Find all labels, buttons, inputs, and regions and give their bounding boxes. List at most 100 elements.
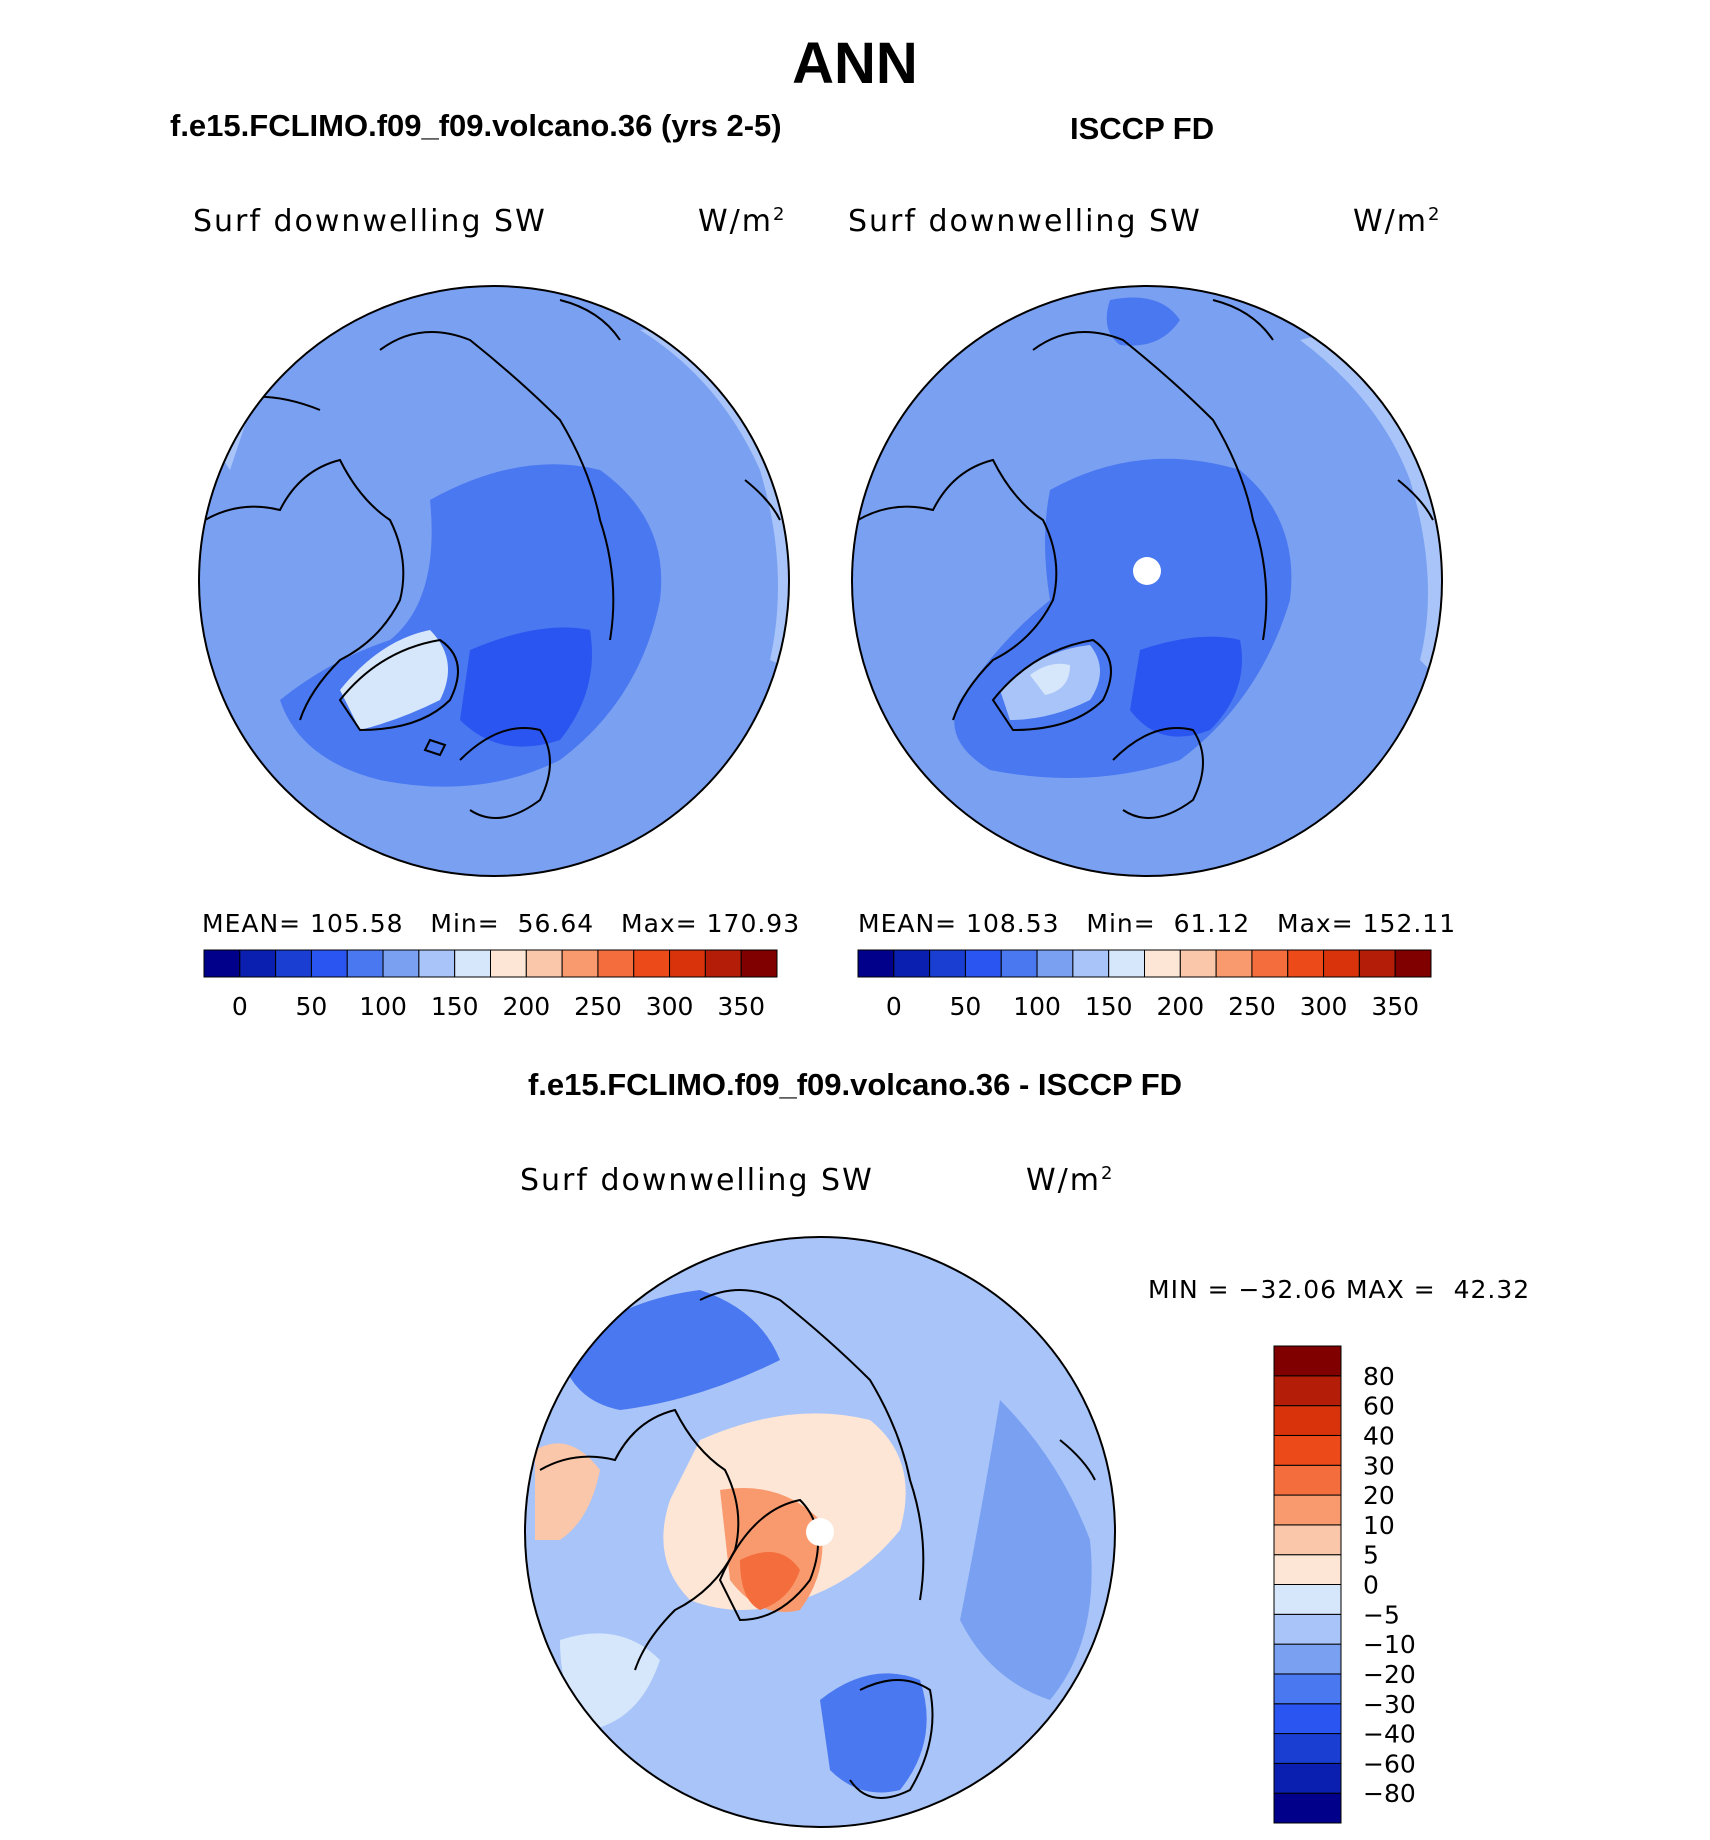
- obs-map-pole-missing: [1133, 557, 1161, 585]
- obs-colorbar-box: [1072, 949, 1110, 978]
- model-stats-max: 170.93: [706, 909, 801, 938]
- obs-colorbar-box: [1358, 949, 1396, 978]
- obs-map-coastlines: [857, 299, 1434, 819]
- obs-colorbar-box: [1323, 949, 1360, 978]
- diff-colorbar-box: [1273, 1584, 1342, 1615]
- obs-colorbar-tick-label: 0: [886, 992, 902, 1021]
- obs-colorbar-tick-label: 250: [1228, 992, 1276, 1021]
- diff-units-label: W/m2: [1026, 1163, 1113, 1198]
- model-colorbar-box: [454, 949, 491, 978]
- obs-colorbar-tick-label: 200: [1156, 992, 1204, 1021]
- model-stats-mean-label: MEAN=: [202, 909, 302, 938]
- model-colorbar-box: [740, 949, 778, 978]
- diff-colorbar-tick-label: 80: [1363, 1362, 1395, 1391]
- obs-colorbar-box: [1036, 949, 1074, 978]
- model-colorbar-box: [382, 949, 420, 978]
- diff-stats-min: −32.06: [1238, 1275, 1338, 1304]
- obs-map: [852, 286, 1442, 876]
- diff-panel-title: f.e15.FCLIMO.f09_f09.volcano.36 - ISCCP …: [527, 1067, 1183, 1102]
- diff-colorbar-box: [1273, 1703, 1342, 1735]
- model-stats-mean: 105.58: [310, 909, 404, 938]
- model-colorbar-tick-label: 50: [296, 992, 328, 1021]
- obs-stats-mean-label: MEAN=: [858, 909, 958, 938]
- diff-stats-min-label: MIN =: [1148, 1275, 1230, 1304]
- diff-variable-label: Surf downwelling SW: [520, 1163, 874, 1198]
- diff-stats-max-label: MAX =: [1345, 1275, 1436, 1304]
- diff-colorbar-box: [1273, 1494, 1342, 1526]
- diff-colorbar-box: [1273, 1554, 1342, 1585]
- obs-colorbar-tick-label: 300: [1300, 992, 1348, 1021]
- model-units-label: W/m2: [698, 204, 785, 239]
- obs-stats-mean: 108.53: [966, 909, 1060, 938]
- model-map-greenland-max: [340, 630, 448, 730]
- model-stats: MEAN= 105.58 Min= 56.64 Max= 170.93: [202, 909, 800, 938]
- model-colorbar-tick-label: 300: [646, 992, 694, 1021]
- obs-colorbar-box: [1251, 949, 1289, 978]
- diff-colorbar-box: [1273, 1762, 1342, 1794]
- obs-colorbar-tick-label: 50: [950, 992, 982, 1021]
- obs-variable-label: Surf downwelling SW: [848, 204, 1202, 239]
- obs-colorbar-box: [1000, 949, 1038, 978]
- diff-colorbar-box: [1273, 1613, 1342, 1645]
- obs-map-border: [851, 285, 1443, 877]
- diff-colorbar-box: [1273, 1434, 1342, 1466]
- diff-map-greenland-max: [740, 1552, 800, 1610]
- model-colorbar-box: [203, 949, 241, 978]
- obs-colorbar-box: [964, 949, 1002, 978]
- diff-colorbar-box: [1273, 1524, 1342, 1556]
- obs-panel-title: ISCCP FD: [1070, 111, 1215, 146]
- diff-colorbar-box: [1273, 1405, 1342, 1436]
- model-colorbar-tick-label: 0: [232, 992, 248, 1021]
- diff-map-neutral-southwest: [560, 1633, 660, 1730]
- diff-colorbar-tick-label: −40: [1363, 1720, 1416, 1749]
- diff-map: [525, 1237, 1115, 1827]
- diff-colorbar-tick-label: −20: [1363, 1660, 1416, 1689]
- diff-colorbar-box: [1273, 1673, 1342, 1705]
- model-colorbar-tick-label: 200: [502, 992, 550, 1021]
- model-colorbar-box: [418, 949, 456, 978]
- main-title: ANN: [792, 31, 918, 96]
- obs-colorbar-box: [1287, 949, 1325, 978]
- model-colorbar: 0 50 100 150 200 250 300 350: [203, 949, 778, 1021]
- obs-colorbar: 0 50 100 150 200 250 300 350: [857, 949, 1432, 1021]
- obs-stats-min: 61.12: [1173, 909, 1251, 938]
- obs-map-min-region: [1130, 636, 1242, 737]
- model-colorbar-box: [310, 949, 348, 978]
- diff-map-border: [524, 1236, 1116, 1828]
- model-colorbar-box: [704, 949, 742, 978]
- obs-colorbar-box: [857, 949, 895, 978]
- obs-stats: MEAN= 108.53 Min= 61.12 Max= 152.11: [858, 909, 1456, 938]
- model-stats-min: 56.64: [517, 909, 595, 938]
- diff-map-pole-missing: [806, 1518, 834, 1546]
- diff-colorbar-tick-label: 30: [1363, 1451, 1395, 1480]
- diff-colorbar-tick-label: 5: [1363, 1541, 1379, 1570]
- model-colorbar-tick-label: 100: [359, 992, 407, 1021]
- obs-colorbar-box: [893, 949, 931, 978]
- diff-map-negative-south: [820, 1673, 927, 1793]
- diff-colorbar-tick-label: 40: [1363, 1421, 1395, 1450]
- diff-colorbar-tick-label: −10: [1363, 1630, 1416, 1659]
- obs-colorbar-box: [1394, 949, 1432, 978]
- diff-colorbar-tick-label: 20: [1363, 1481, 1395, 1510]
- obs-colorbar-box: [929, 949, 966, 978]
- model-colorbar-box: [597, 949, 635, 978]
- diff-colorbar-tick-label: 60: [1363, 1392, 1395, 1421]
- obs-colorbar-tick-label: 150: [1085, 992, 1133, 1021]
- model-map-border: [198, 285, 790, 877]
- diff-map-negative-east: [960, 1400, 1092, 1700]
- diff-colorbar-tick-label: −60: [1363, 1749, 1416, 1778]
- diff-colorbar-box: [1273, 1375, 1342, 1407]
- model-map-min-region: [460, 627, 592, 747]
- diff-colorbar-box: [1273, 1345, 1342, 1377]
- model-stats-min-label: Min=: [430, 909, 500, 938]
- diff-colorbar-tick-label: −5: [1363, 1600, 1400, 1629]
- diff-colorbar-box: [1273, 1643, 1342, 1675]
- model-colorbar-tick-label: 150: [431, 992, 479, 1021]
- model-map-coastlines: [204, 299, 781, 819]
- model-colorbar-box: [561, 949, 599, 978]
- model-colorbar-box: [239, 949, 277, 978]
- obs-map-top-band: [1106, 297, 1180, 346]
- obs-colorbar-box: [1179, 949, 1217, 978]
